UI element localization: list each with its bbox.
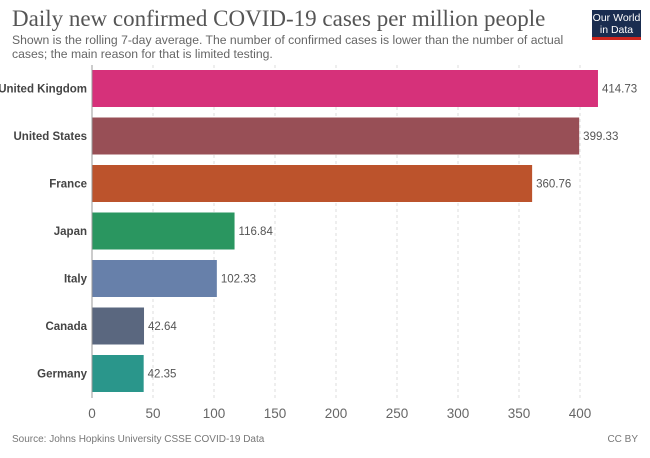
category-label: Italy [64,274,88,286]
chart-subtitle: Shown is the rolling 7-day average. The … [12,33,564,61]
value-label: 102.33 [221,274,256,286]
chart-title: Daily new confirmed COVID-19 cases per m… [12,6,546,31]
bar [92,165,533,202]
bar [92,212,235,250]
category-label: France [49,179,87,191]
x-tick-label: 300 [447,406,470,421]
category-label: United States [14,131,88,143]
license-label: CC BY [607,434,638,445]
bar [92,355,144,392]
x-tick-label: 0 [88,406,96,421]
x-tick-label: 100 [203,406,226,421]
value-label: 414.73 [602,84,637,96]
logo-line-2: in Data [599,24,634,36]
category-label: Japan [54,226,87,238]
value-label: 42.35 [148,369,177,381]
bar [92,70,598,107]
value-label: 360.76 [536,179,571,191]
value-label: 42.64 [148,321,177,333]
logo-line-1: Our World [592,12,641,24]
x-tick-label: 200 [325,406,348,421]
x-tick-label: 250 [386,406,409,421]
owid-logo[interactable]: Our World in Data [592,10,641,40]
category-label: United Kingdom [0,84,87,96]
bar [92,260,217,297]
x-tick-label: 350 [508,406,531,421]
category-label: Canada [45,321,87,333]
x-tick-label: 150 [264,406,287,421]
value-label: 116.84 [239,226,274,238]
bar [92,117,580,155]
source-note: Source: Johns Hopkins University CSSE CO… [12,434,265,445]
x-tick-label: 400 [569,406,592,421]
x-tick-label: 50 [145,406,160,421]
category-label: Germany [37,369,87,381]
value-label: 399.33 [583,131,618,143]
bar [92,307,145,345]
bar-chart: 0 50 100 150 200 250 300 350 400 United Kingdom 41… [0,65,637,421]
